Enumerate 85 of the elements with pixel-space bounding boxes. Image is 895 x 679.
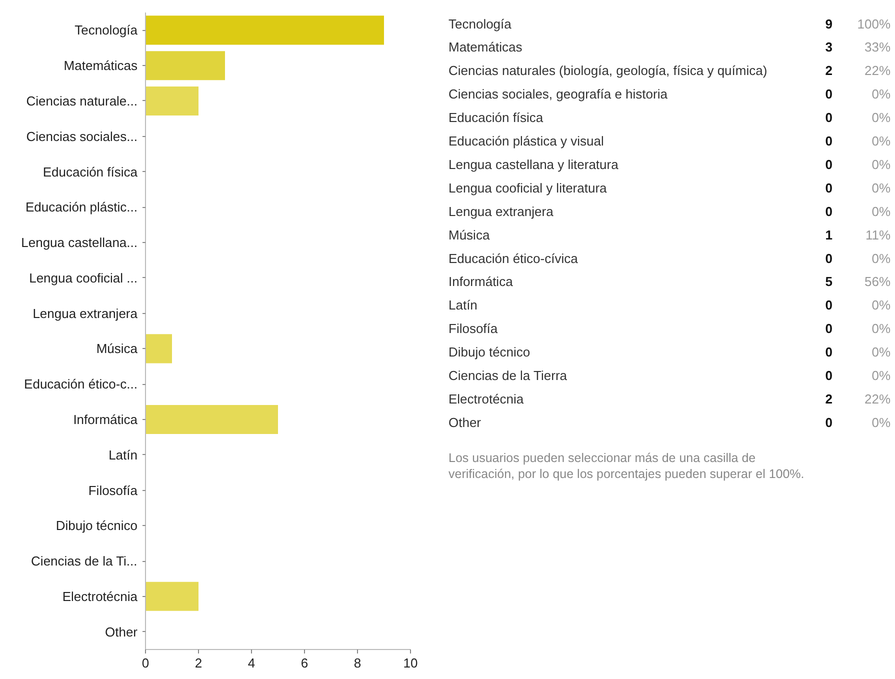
data-label: 5 — [825, 274, 833, 290]
category-label: Ciencias sociales, geografía e historia — [448, 86, 668, 102]
category-label: Lengua extranjera — [448, 204, 554, 219]
data-label: 0 — [825, 414, 833, 430]
data-label: 0% — [872, 250, 891, 266]
category-label: Other — [448, 414, 482, 430]
data-label: 0 — [825, 204, 833, 219]
data-label: 0 — [825, 321, 833, 336]
y-tick-label: Música — [96, 341, 138, 356]
data-label: 0% — [872, 414, 891, 430]
y-tick-label: Dibujo técnico — [56, 518, 138, 534]
category-label: Dibujo técnico — [448, 344, 530, 360]
data-label: 22% — [864, 392, 891, 407]
data-label: 2 — [825, 63, 833, 78]
data-label: 0 — [825, 110, 833, 126]
data-label: 2 — [825, 392, 833, 407]
data-label: 0 — [825, 180, 833, 196]
y-tick-label: Lengua castellana... — [21, 235, 138, 250]
y-tick-label: Electrotécnia — [62, 588, 138, 604]
category-label: Latín — [448, 298, 478, 313]
category-label: Lengua castellana y literatura — [448, 156, 620, 172]
category-label: Educación física — [448, 110, 544, 126]
data-label: 0% — [872, 344, 891, 360]
data-label: 0% — [872, 86, 891, 102]
data-label: 22% — [864, 63, 891, 78]
bar — [146, 334, 172, 364]
data-label: 0 — [825, 250, 833, 266]
y-tick-label: Educación ético-c... — [24, 376, 138, 392]
category-label: Música — [448, 227, 490, 242]
bar — [146, 16, 384, 45]
data-label: 0% — [872, 134, 891, 149]
data-label: 0% — [872, 368, 891, 384]
data-label: 3 — [825, 40, 833, 55]
y-tick-label: Ciencias sociales... — [26, 128, 138, 144]
y-tick-label: Filosofía — [88, 482, 138, 498]
x-tick-label: 10 — [403, 656, 418, 670]
data-label: 1 — [825, 227, 833, 242]
category-label: Filosofía — [448, 321, 498, 336]
bar — [146, 404, 278, 434]
bar — [146, 51, 225, 80]
bar — [146, 582, 198, 611]
y-tick-label: Lengua cooficial ... — [29, 270, 138, 286]
data-label: 0 — [825, 156, 833, 172]
x-tick-label: 2 — [194, 656, 202, 670]
data-label: 56% — [864, 274, 891, 290]
data-label: 0 — [825, 134, 833, 149]
data-label: 0 — [825, 298, 833, 313]
category-label: Educación ético-cívica — [448, 250, 579, 266]
data-label: 100% — [857, 16, 891, 32]
data-label: 0 — [825, 344, 833, 360]
data-label: 0 — [825, 368, 833, 384]
x-tick-label: 8 — [354, 656, 362, 670]
y-tick-label: Latín — [108, 447, 138, 462]
text: Los usuarios pueden seleccionar más de una casilla de verificación, por lo que los porcentajes pueden superar el 100%. — [448, 451, 804, 482]
x-tick-label: 6 — [300, 656, 308, 670]
x-tick-label: 0 — [142, 656, 150, 670]
data-label: 0% — [872, 298, 891, 313]
y-tick-label: Lengua extranjera — [32, 306, 138, 321]
y-tick-label: Educación física — [42, 164, 138, 180]
data-label: 9 — [825, 16, 833, 32]
data-label: 0% — [872, 180, 891, 196]
data-label: 33% — [864, 40, 891, 55]
y-tick-label: Other — [104, 624, 138, 640]
data-label: 0 — [825, 86, 833, 102]
category-label: Matemáticas — [448, 40, 523, 55]
data-label: 0% — [872, 204, 891, 219]
y-tick-label: Informática — [73, 412, 138, 427]
bar — [146, 86, 198, 116]
category-label: Ciencias naturales (biología, geología, física y química) — [448, 63, 768, 78]
category-label: Ciencias de la Tierra — [448, 368, 568, 384]
data-label: 11% — [865, 227, 891, 242]
y-tick-label: Ciencias naturale... — [26, 93, 138, 108]
category-label: Educación plástica y visual — [448, 134, 604, 149]
y-tick-label: Ciencias de la Ti... — [31, 554, 138, 569]
category-label: Tecnología — [448, 16, 512, 32]
data-label: 0% — [872, 156, 891, 172]
category-label: Informática — [448, 274, 514, 290]
y-tick-label: Matemáticas — [64, 58, 138, 74]
category-label: Electrotécnia — [448, 392, 524, 407]
category-label: Lengua cooficial y literatura — [448, 180, 608, 196]
y-tick-label: Educación plástic... — [25, 200, 138, 215]
data-label: 0% — [872, 321, 891, 336]
y-tick-label: Tecnología — [74, 22, 138, 38]
data-label: 0% — [872, 110, 891, 126]
x-tick-label: 4 — [248, 656, 256, 670]
